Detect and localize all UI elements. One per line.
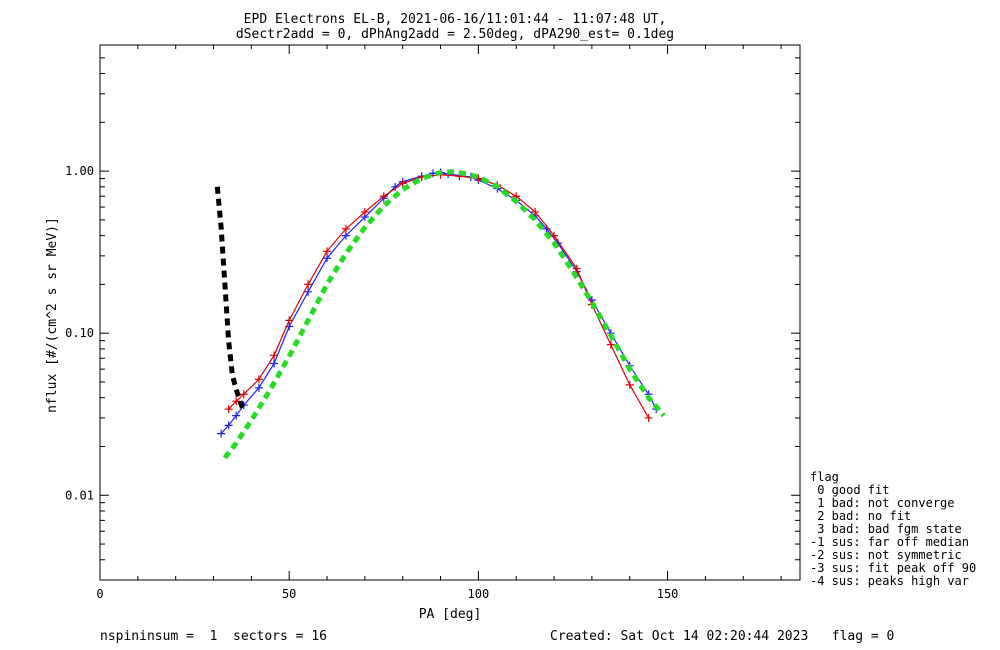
y-axis-label: nflux [#/(cm^2 s sr MeV)] [45,217,60,413]
x-axis-label: PA [deg] [419,607,482,622]
legend-entry: -4 sus: peaks high var [810,574,969,588]
legend-entry: 1 bad: not converge [810,496,955,510]
data-point-marker [531,207,540,216]
chart-subtitle: dSectr2add = 0, dPhAng2add = 2.50deg, dP… [236,27,674,42]
data-group [214,168,666,460]
x-tick-label: 100 [468,587,490,601]
legend-entry: -3 sus: fit peak off 90 [810,561,976,575]
legend-entry: -1 sus: far off median [810,535,969,549]
data-point-marker [285,316,294,325]
data-point-marker [217,429,226,438]
y-tick-label: 1.00 [65,164,94,178]
legend-entry: 3 bad: bad fgm state [810,522,962,536]
data-point-marker [550,231,559,240]
data-point-marker [398,179,407,188]
data-point-marker [572,264,581,273]
data-point-marker [644,413,653,422]
x-tick-label: 150 [657,587,679,601]
data-point-marker [239,390,248,399]
legend-entry: 0 good fit [810,483,889,497]
plot-frame [99,44,801,581]
data-point-marker [304,280,313,289]
data-point-marker [323,247,332,256]
data-point-marker [606,340,615,349]
data-layer [214,168,666,460]
data-point-marker [254,383,263,392]
data-point-marker [270,351,279,360]
data-point-marker [323,254,332,263]
data-point-marker [270,359,279,368]
data-point-marker [341,231,350,240]
chart-title: EPD Electrons EL-B, 2021-06-16/11:01:44 … [244,12,667,27]
data-point-marker [232,411,241,420]
data-point-marker [379,192,388,201]
data-point-marker [224,405,233,414]
legend-entry: -2 sus: not symmetric [810,548,962,562]
fit-line [222,169,666,460]
y-tick-label: 0.01 [65,488,94,502]
data-point-marker [232,397,241,406]
data-point-marker [304,287,313,296]
legend-title: flag [810,470,839,484]
legend: flag 0 good fit 1 bad: not converge 2 ba… [810,470,976,588]
footer-right: Created: Sat Oct 14 02:20:44 2023 flag =… [550,629,894,644]
x-tick-label: 50 [282,587,296,601]
data-point-marker [360,207,369,216]
data-point-marker [254,375,263,384]
data-point-marker [224,421,233,430]
legend-entry: 2 bad: no fit [810,509,911,523]
data-point-marker [625,380,634,389]
series-line [214,186,247,413]
y-tick-label: 0.10 [65,326,94,340]
axis-layer: 0 50 100 150 0.01 0.10 1.00 [65,44,800,601]
footer-left: nspininsum = 1 sectors = 16 [100,629,327,644]
data-point-marker [341,224,350,233]
x-tick-label: 0 [96,587,103,601]
